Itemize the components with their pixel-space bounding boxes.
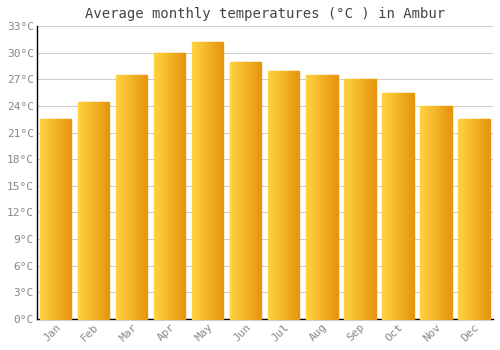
Bar bbox=[192, 42, 224, 319]
Bar bbox=[458, 119, 490, 319]
Bar bbox=[40, 119, 72, 319]
Bar bbox=[154, 53, 186, 319]
Bar bbox=[268, 71, 300, 319]
Bar bbox=[230, 62, 262, 319]
Bar bbox=[78, 102, 110, 319]
Bar bbox=[116, 75, 148, 319]
Title: Average monthly temperatures (°C ) in Ambur: Average monthly temperatures (°C ) in Am… bbox=[85, 7, 445, 21]
Bar bbox=[382, 93, 414, 319]
Bar bbox=[344, 79, 376, 319]
Bar bbox=[306, 75, 338, 319]
Bar bbox=[420, 106, 452, 319]
